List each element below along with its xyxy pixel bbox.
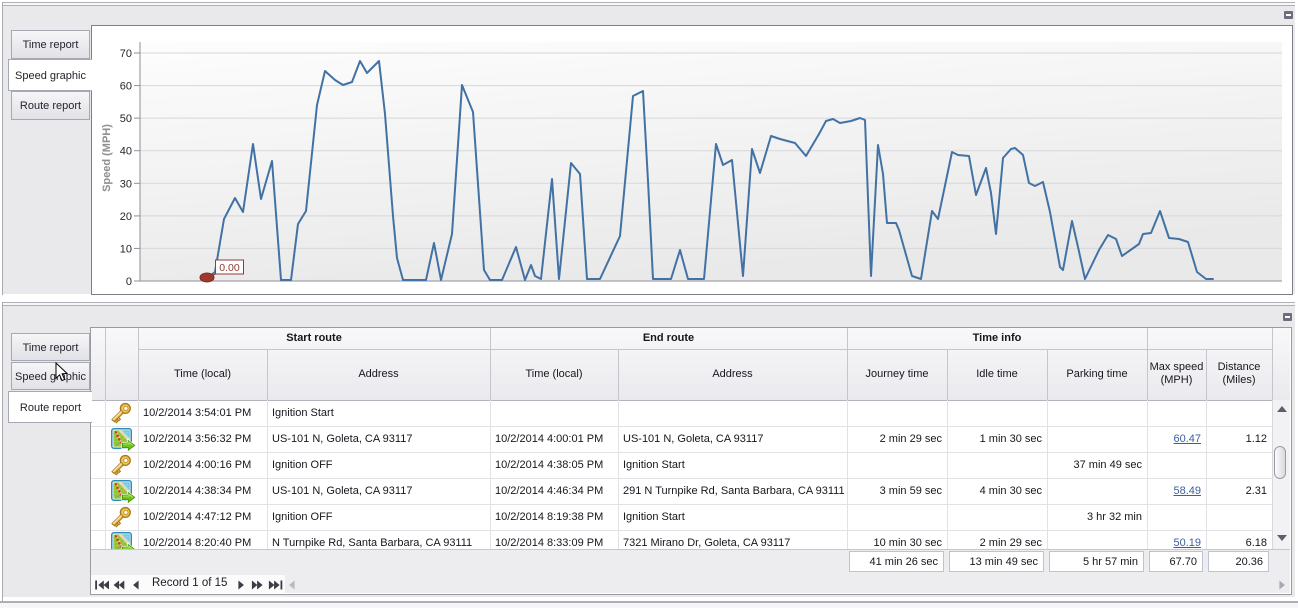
svg-text:20: 20 [120,211,132,223]
svg-text:Speed (MPH): Speed (MPH) [101,124,113,192]
svg-text:0: 0 [126,276,132,288]
svg-text:0.00: 0.00 [219,262,240,274]
svg-text:40: 40 [120,146,132,158]
svg-text:30: 30 [120,178,132,190]
svg-text:50: 50 [120,113,132,125]
svg-text:10: 10 [120,243,132,255]
svg-text:70: 70 [120,48,132,60]
svg-text:60: 60 [120,81,132,93]
